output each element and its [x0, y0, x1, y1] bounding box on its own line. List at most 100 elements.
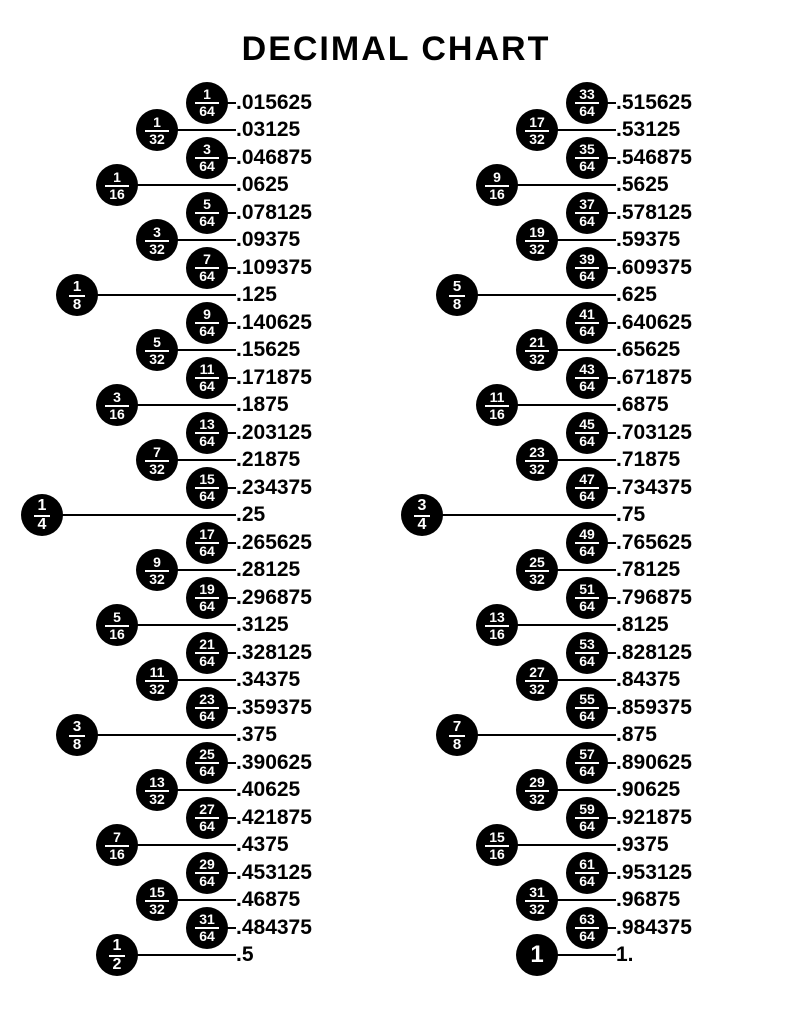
fraction-circle: 14: [21, 494, 63, 536]
fraction-denominator: 32: [525, 350, 549, 366]
chart-row: 3964.609375: [421, 254, 751, 282]
chart-row: 6164.953125: [421, 859, 751, 887]
chart-row: 364.046875: [41, 144, 371, 172]
decimal-value: .21875: [236, 448, 300, 472]
chart-row: 5164.796875: [421, 584, 751, 612]
fraction-circle: 964: [186, 302, 228, 344]
fraction-whole: 1: [530, 943, 543, 967]
chart-row: 1964.296875: [41, 584, 371, 612]
decimal-value: .1875: [236, 393, 289, 417]
fraction-circle: 1316: [476, 604, 518, 646]
fraction-denominator: 64: [575, 817, 599, 833]
decimal-value: .203125: [236, 421, 312, 445]
fraction-numerator: 9: [149, 555, 165, 569]
decimal-value: .640625: [616, 311, 692, 335]
chart-row: 3564.546875: [421, 144, 751, 172]
fraction-denominator: 8: [69, 735, 85, 752]
fraction-numerator: 1: [109, 170, 125, 184]
decimal-value: .734375: [616, 476, 692, 500]
fraction-denominator: 32: [525, 900, 549, 916]
decimal-value: .859375: [616, 696, 692, 720]
chart-row: 2364.359375: [41, 694, 371, 722]
fraction-numerator: 9: [199, 307, 215, 321]
fraction-denominator: 32: [145, 460, 169, 476]
fraction-numerator: 1: [34, 498, 51, 514]
fraction-denominator: 32: [145, 680, 169, 696]
decimal-value: .515625: [616, 91, 692, 115]
leader-line: [552, 129, 616, 131]
decimal-value: .546875: [616, 146, 692, 170]
fraction-denominator: 64: [195, 707, 219, 723]
decimal-value: .921875: [616, 806, 692, 830]
fraction-circle: 1732: [516, 109, 558, 151]
fraction-numerator: 31: [195, 912, 219, 926]
fraction-denominator: 64: [575, 157, 599, 173]
decimal-value: .234375: [236, 476, 312, 500]
fraction-denominator: 64: [575, 322, 599, 338]
decimal-value: .15625: [236, 338, 300, 362]
fraction-circle: 916: [476, 164, 518, 206]
fraction-denominator: 64: [575, 267, 599, 283]
fraction-denominator: 16: [485, 845, 509, 861]
fraction-circle: 564: [186, 192, 228, 234]
fraction-numerator: 21: [525, 335, 549, 349]
fraction-numerator: 59: [575, 802, 599, 816]
fraction-numerator: 45: [575, 417, 599, 431]
fraction-denominator: 16: [485, 405, 509, 421]
chart-row: 1564.234375: [41, 474, 371, 502]
fraction-circle: 1364: [186, 412, 228, 454]
fraction-circle: 2732: [516, 659, 558, 701]
columns-container: 164.015625132.03125364.046875116.0625564…: [0, 89, 792, 969]
fraction-denominator: 16: [485, 185, 509, 201]
fraction-numerator: 33: [575, 87, 599, 101]
leader-line: [512, 184, 616, 186]
fraction-denominator: 32: [145, 900, 169, 916]
page-title: DECIMAL CHART: [0, 30, 792, 69]
chart-row: 1164.171875: [41, 364, 371, 392]
chart-row: 5564.859375: [421, 694, 751, 722]
fraction-numerator: 53: [575, 637, 599, 651]
decimal-value: .5: [236, 943, 254, 967]
decimal-value: .015625: [236, 91, 312, 115]
leader-line: [172, 569, 236, 571]
fraction-denominator: 64: [195, 377, 219, 393]
fraction-numerator: 13: [485, 610, 509, 624]
fraction-numerator: 1: [109, 938, 126, 954]
fraction-denominator: 8: [449, 735, 465, 752]
fraction-numerator: 9: [489, 170, 505, 184]
fraction-circle: 932: [136, 549, 178, 591]
fraction-numerator: 7: [199, 252, 215, 266]
leader-line: [552, 459, 616, 461]
decimal-value: .40625: [236, 778, 300, 802]
fraction-numerator: 19: [195, 582, 219, 596]
fraction-numerator: 49: [575, 527, 599, 541]
fraction-circle: 1532: [136, 879, 178, 921]
fraction-circle: 5964: [566, 797, 608, 839]
fraction-circle: 2164: [186, 632, 228, 674]
column-left: 164.015625132.03125364.046875116.0625564…: [41, 89, 371, 969]
decimal-value: .84375: [616, 668, 680, 692]
decimal-value: .5625: [616, 173, 669, 197]
decimal-value: .453125: [236, 861, 312, 885]
leader-line: [552, 569, 616, 571]
fraction-denominator: 64: [195, 762, 219, 778]
leader-line: [172, 239, 236, 241]
fraction-numerator: 3: [109, 390, 125, 404]
fraction-denominator: 64: [575, 707, 599, 723]
fraction-denominator: 4: [414, 515, 431, 533]
chart-row: 2564.390625: [41, 749, 371, 777]
fraction-circle: 332: [136, 219, 178, 261]
leader-line: [92, 294, 236, 296]
fraction-denominator: 64: [575, 212, 599, 228]
fraction-numerator: 1: [149, 115, 165, 129]
fraction-circle: 3364: [566, 82, 608, 124]
fraction-circle: 3764: [566, 192, 608, 234]
chart-row: 764.109375: [41, 254, 371, 282]
decimal-value: .109375: [236, 256, 312, 280]
leader-line: [172, 789, 236, 791]
chart-row: 564.078125: [41, 199, 371, 227]
decimal-value: .6875: [616, 393, 669, 417]
decimal-value: .09375: [236, 228, 300, 252]
fraction-circle: 6364: [566, 907, 608, 949]
fraction-circle: 132: [136, 109, 178, 151]
